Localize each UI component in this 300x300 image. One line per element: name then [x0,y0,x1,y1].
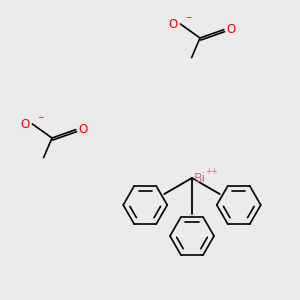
Text: −: − [185,14,192,22]
Text: Bi: Bi [194,172,206,184]
Text: O: O [227,23,236,36]
Text: O: O [20,118,29,130]
Text: −: − [38,113,44,122]
Text: O: O [168,17,177,31]
Text: O: O [79,123,88,136]
Text: ++: ++ [205,167,218,176]
